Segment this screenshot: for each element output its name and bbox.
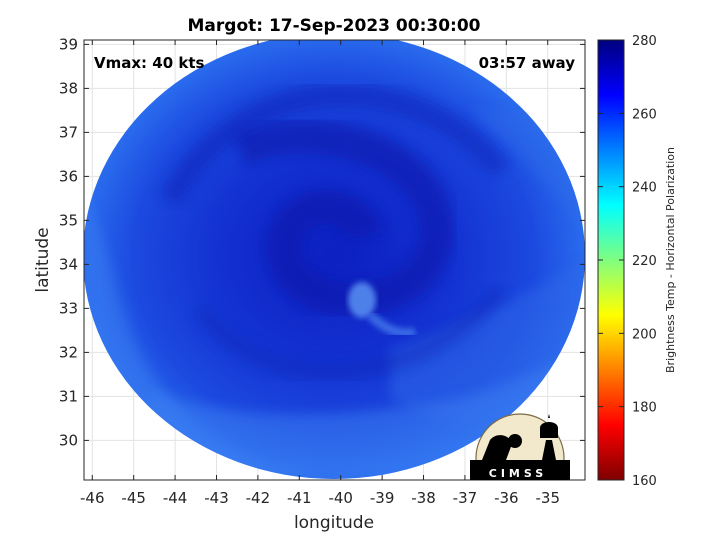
x-tick-label: -46 — [80, 489, 105, 507]
y-tick-label: 30 — [59, 431, 78, 449]
x-tick-label: -40 — [328, 489, 353, 507]
vmax-annotation: Vmax: 40 kts — [94, 54, 204, 72]
x-tick-label: -42 — [246, 489, 271, 507]
logo-tower-icon — [540, 414, 558, 460]
spiral-arm-north — [160, 83, 509, 206]
y-tick-label: 38 — [59, 79, 78, 97]
spiral-core — [232, 119, 454, 318]
colorbar-tick-label: 240 — [632, 181, 657, 196]
y-axis-title: latitude — [33, 227, 53, 292]
brightness-temp-swath — [84, 40, 585, 479]
x-tick-label: -45 — [121, 489, 146, 507]
x-tick-label: -39 — [370, 489, 395, 507]
logo-dish-icon — [482, 435, 512, 460]
colorbar-tick-label: 260 — [632, 107, 657, 122]
colorbar-tick-label: 220 — [632, 254, 657, 269]
y-tick-label: 35 — [59, 211, 78, 229]
colorbar-ticks: 280 260 240 220 200 180 160 — [598, 34, 657, 489]
time-away-annotation: 03:57 away — [479, 54, 576, 72]
colorbar-tick-label: 180 — [632, 401, 657, 416]
y-tick-label: 39 — [59, 35, 78, 53]
x-tick-label: -37 — [453, 489, 478, 507]
x-tick-label: -43 — [204, 489, 229, 507]
y-axis-ticks: 39 38 37 36 35 34 33 32 31 30 — [59, 35, 585, 449]
y-tick-label: 36 — [59, 167, 78, 185]
x-tick-label: -38 — [411, 489, 436, 507]
colorbar-tick-label: 280 — [632, 34, 657, 49]
chart-title: Margot: 17-Sep-2023 00:30:00 — [188, 16, 481, 36]
outer-band-south — [150, 360, 560, 479]
spiral-arm-south — [192, 284, 508, 382]
y-tick-label: 37 — [59, 123, 78, 141]
y-tick-label: 33 — [59, 299, 78, 317]
y-tick-label: 34 — [59, 255, 78, 273]
logo-text: CIMSS — [489, 467, 547, 480]
colorbar-title: Brightness Temp - Horizontal Polarizatio… — [664, 147, 677, 373]
axes-frame — [83, 39, 586, 481]
y-tick-label: 32 — [59, 343, 78, 361]
x-tick-label: -44 — [163, 489, 188, 507]
colorbar-tick-label: 200 — [632, 327, 657, 342]
x-axis-ticks: -46 -45 -44 -43 -42 -41 -40 -39 -38 -37 -36 -35 — [80, 40, 560, 507]
colorbar-tick-label: 160 — [632, 474, 657, 489]
y-tick-label: 31 — [59, 387, 78, 405]
x-tick-label: -36 — [494, 489, 519, 507]
colorbar: 280 260 240 220 200 180 160 Brightness Temp - … — [597, 34, 677, 489]
eye-feature — [348, 282, 376, 318]
cimss-logo: CIMSS — [470, 413, 570, 480]
x-axis-title: longitude — [294, 513, 374, 533]
x-tick-label: -35 — [535, 489, 560, 507]
logo-ground — [470, 460, 570, 480]
logo-dish-small-icon — [508, 434, 522, 448]
x-tick-label: -41 — [287, 489, 312, 507]
eye-trail — [366, 311, 416, 338]
